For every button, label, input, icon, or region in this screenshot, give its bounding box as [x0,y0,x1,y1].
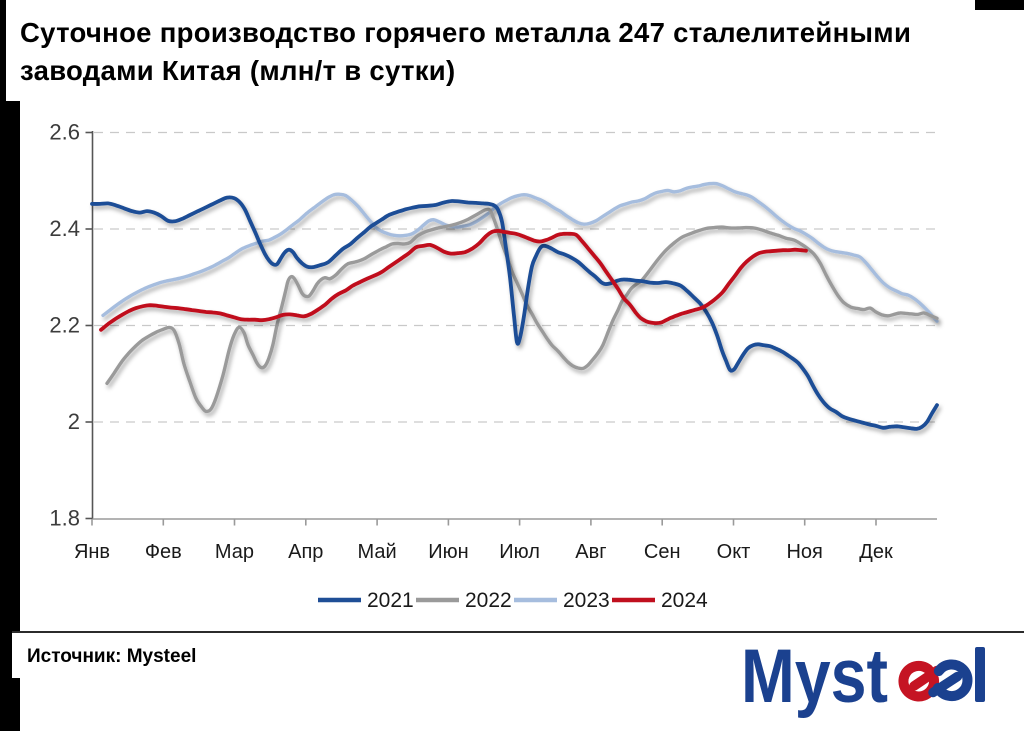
svg-text:Ноя: Ноя [786,541,822,563]
svg-text:2023: 2023 [563,589,610,612]
svg-text:2: 2 [68,409,80,434]
svg-text:Июн: Июн [428,541,468,563]
svg-text:Мар: Мар [215,541,254,563]
svg-text:Myst: Myst [741,640,888,719]
svg-text:Дек: Дек [859,541,893,563]
svg-text:Окт: Окт [717,541,751,563]
svg-text:Фев: Фев [145,541,182,563]
svg-text:2.4: 2.4 [49,216,80,241]
svg-text:Авг: Авг [575,541,606,563]
svg-text:2021: 2021 [367,589,414,612]
svg-text:2024: 2024 [661,589,708,612]
svg-text:Май: Май [358,541,397,563]
svg-text:Янв: Янв [74,541,110,563]
svg-text:2.6: 2.6 [49,120,80,145]
svg-text:Сен: Сен [644,541,681,563]
svg-text:Июл: Июл [499,541,540,563]
svg-text:2.2: 2.2 [49,313,80,338]
svg-text:Апр: Апр [288,541,323,563]
svg-text:2022: 2022 [465,589,512,612]
svg-text:1.8: 1.8 [49,506,80,531]
